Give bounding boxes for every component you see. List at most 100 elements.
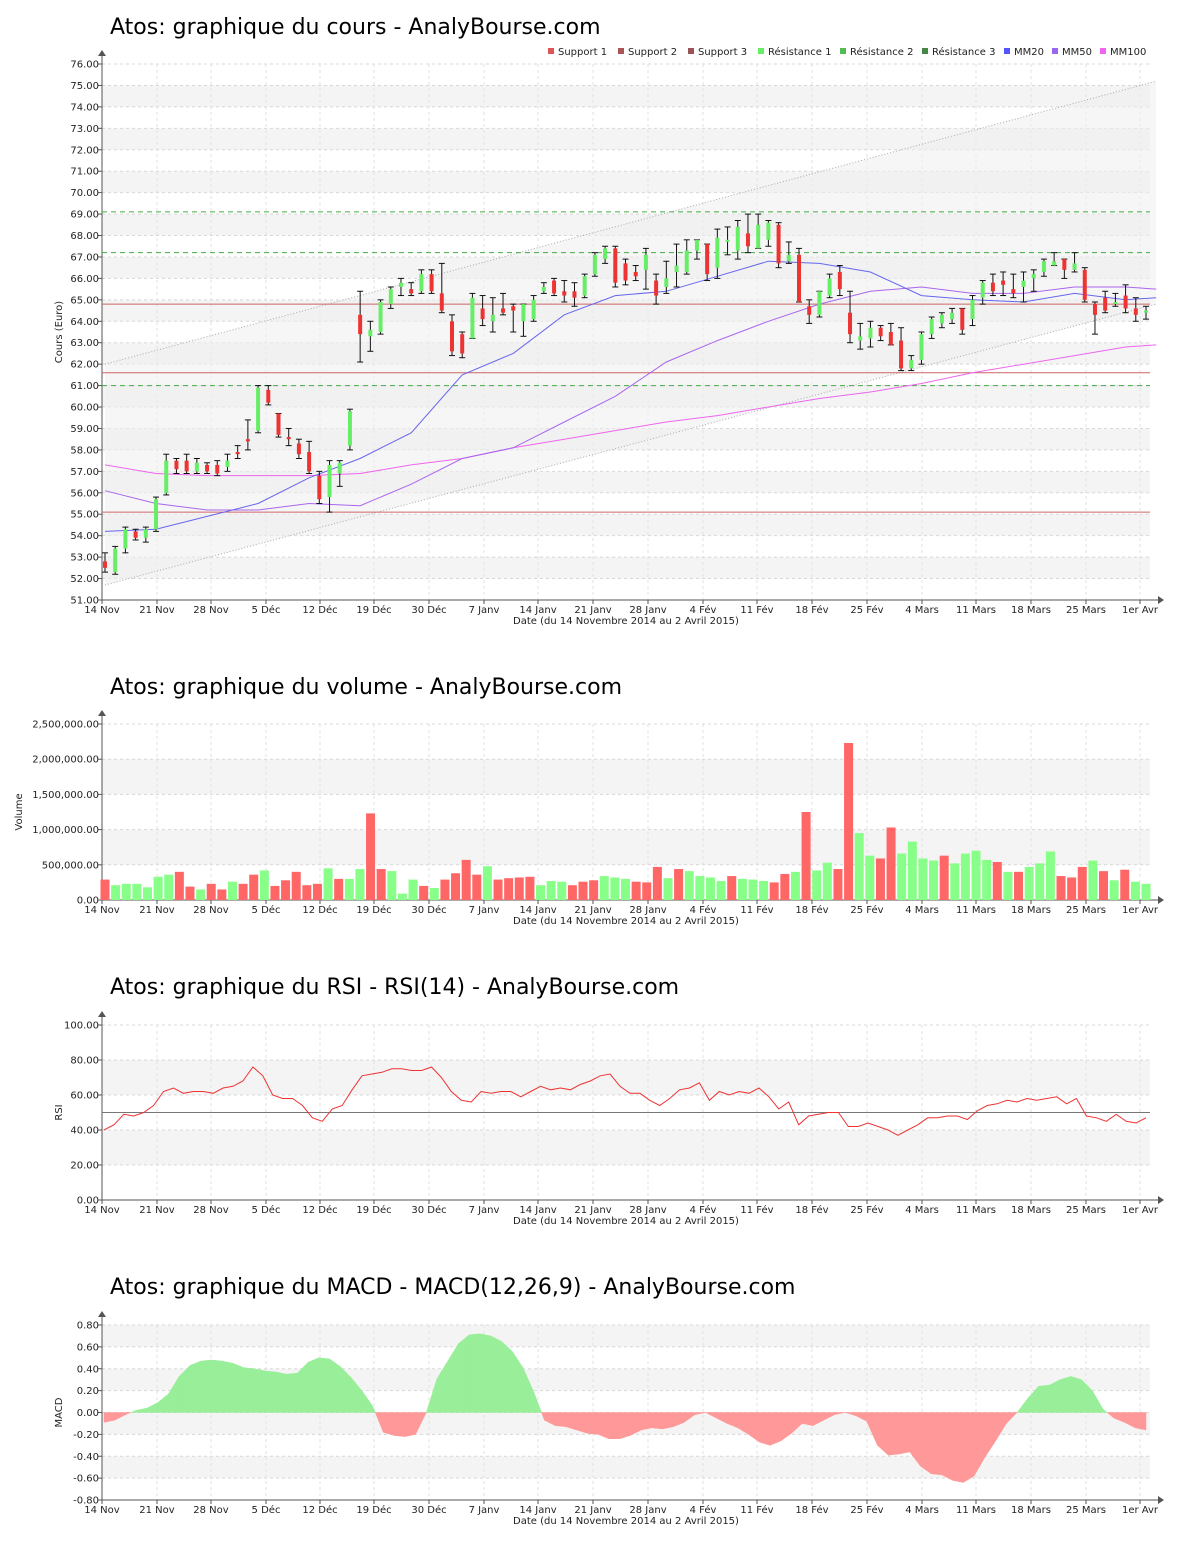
candle-body (582, 276, 587, 296)
candle-body (1031, 274, 1036, 279)
volume-bar (302, 885, 312, 900)
candle-body (1113, 301, 1118, 304)
volume-bar (748, 879, 758, 900)
volume-bar (674, 869, 684, 900)
y-tick-label: 54.00 (70, 531, 99, 542)
grid-band (102, 128, 1150, 150)
candle-body (327, 464, 332, 498)
volume-bar (153, 876, 163, 900)
candle-body (980, 282, 985, 298)
legend-item: Résistance 2 (850, 46, 913, 58)
volume-bar (196, 889, 206, 900)
candle-body (347, 411, 352, 446)
volume-bar (206, 883, 216, 900)
candle-body (684, 250, 689, 272)
volume-bar (1003, 871, 1013, 900)
y-axis-label: RSI (54, 1104, 65, 1120)
y-axis-arrow (98, 50, 106, 56)
y-tick-label: 67.00 (70, 252, 99, 263)
y-tick-label: 2,500,000.00 (32, 720, 99, 731)
volume-bar (737, 878, 747, 900)
legend-swatch (1100, 48, 1106, 54)
candle-body (337, 462, 342, 474)
x-tick-label: 21 Nov (139, 905, 175, 916)
candle-body (143, 529, 148, 538)
x-tick-label: 21 Janv (574, 905, 611, 916)
macd-area (898, 1412, 910, 1455)
macd-area (1038, 1384, 1050, 1413)
y-tick-label: 1,000,000.00 (32, 825, 99, 836)
x-tick-label: 4 Fév (690, 904, 717, 916)
macd-area (254, 1368, 266, 1413)
volume-bar (1109, 880, 1119, 900)
volume-bar (419, 885, 429, 900)
volume-bar (121, 883, 131, 900)
candle-body (725, 239, 730, 242)
x-axis-label: Date (du 14 Novembre 2014 au 2 Avril 201… (513, 916, 739, 927)
volume-bar (599, 876, 609, 900)
x-tick-label: 19 Déc (356, 604, 391, 616)
candle-body (950, 312, 955, 320)
candle-body (541, 286, 546, 292)
x-tick-label: 11 Fév (740, 904, 773, 916)
macd-area (941, 1412, 953, 1481)
candle-body (225, 460, 230, 468)
volume-bar (695, 876, 705, 900)
y-tick-label: 63.00 (70, 338, 99, 349)
candle-body (123, 529, 128, 549)
macd-area (383, 1412, 395, 1436)
volume-bar (557, 881, 567, 900)
x-tick-label: 1er Avr (1122, 1505, 1159, 1516)
x-tick-label: 14 Janv (519, 605, 556, 616)
macd-area (930, 1412, 943, 1476)
x-tick-label: 18 Fév (795, 1204, 828, 1216)
x-tick-label: 4 Fév (690, 1504, 717, 1516)
y-axis-arrow (98, 710, 106, 716)
macd-area (264, 1370, 277, 1413)
volume-bar (281, 880, 291, 900)
macd-area (554, 1412, 567, 1427)
candle-body (552, 280, 557, 294)
mm20-line (104, 260, 1157, 532)
candle-body (1021, 280, 1026, 287)
candle-body (745, 233, 750, 247)
x-tick-label: 4 Fév (690, 1204, 717, 1216)
x-tick-label: 25 Mars (1066, 905, 1106, 916)
y-axis-label: MACD (54, 1397, 65, 1427)
legend-item: Support 1 (558, 47, 607, 58)
x-tick-label: 7 Janv (469, 905, 500, 916)
candle-body (531, 299, 536, 320)
y-tick-label: 0.00 (77, 896, 99, 907)
macd-area (651, 1412, 663, 1430)
macd-area (458, 1334, 470, 1413)
volume-bar (589, 880, 599, 900)
candle-body (490, 314, 495, 322)
grid-band (102, 829, 1150, 865)
candle-body (358, 314, 363, 335)
candle-body (1082, 269, 1087, 300)
volume-bar (323, 868, 333, 900)
volume-bar (621, 878, 630, 900)
macd-area (1049, 1379, 1061, 1413)
macd-area (608, 1412, 620, 1439)
volume-bar (769, 882, 779, 900)
x-tick-label: 25 Fév (850, 1204, 883, 1216)
macd-area (404, 1412, 416, 1437)
volume-bar (801, 812, 811, 900)
x-tick-label: 14 Nov (84, 1505, 120, 1516)
y-tick-label: -0.60 (73, 1474, 99, 1485)
macd-area (415, 1412, 427, 1435)
x-tick-label: 28 Nov (193, 905, 229, 916)
candle-body (133, 531, 138, 538)
y-axis-arrow (98, 1311, 106, 1317)
x-tick-label: 28 Janv (629, 1205, 666, 1216)
candle-body (378, 301, 383, 332)
volume-bar (854, 833, 864, 900)
legend-swatch (758, 48, 764, 54)
y-tick-label: 0.80 (77, 1321, 99, 1332)
macd-area (662, 1412, 674, 1430)
candle-body (766, 222, 771, 240)
x-tick-label: 30 Déc (411, 1504, 446, 1516)
x-tick-label: 4 Mars (905, 905, 939, 916)
x-tick-label: 18 Mars (1011, 1505, 1051, 1516)
